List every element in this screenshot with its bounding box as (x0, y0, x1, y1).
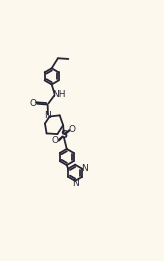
Text: N: N (72, 179, 79, 188)
Text: O: O (52, 136, 59, 145)
Text: S: S (60, 130, 67, 140)
Text: O: O (69, 125, 76, 134)
Text: N: N (44, 111, 51, 120)
Text: O: O (30, 99, 37, 108)
Text: N: N (81, 164, 88, 173)
Text: NH: NH (52, 90, 66, 99)
